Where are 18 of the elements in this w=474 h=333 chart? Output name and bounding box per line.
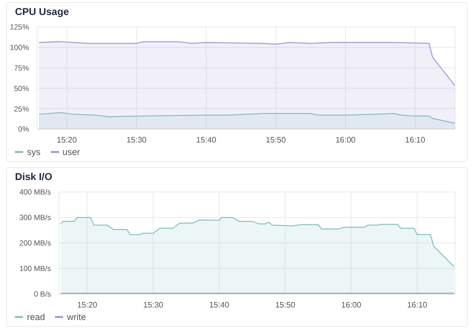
x-tick-label: 15:50 [266,136,286,145]
legend-label: write [66,312,86,322]
legend-label: user [62,147,80,157]
legend-label: sys [26,147,40,157]
x-tick-label: 15:40 [196,136,217,145]
x-tick-label: 16:10 [405,136,426,145]
x-tick-label: 16:00 [341,300,362,310]
x-tick-label: 15:50 [275,300,296,310]
x-tick-label: 15:30 [126,136,148,145]
x-tick-label: 15:20 [77,300,98,310]
legend-label: read [26,312,46,322]
chart-title: CPU Usage [14,6,70,20]
x-tick-label: 16:10 [407,300,428,310]
x-tick-label: 15:30 [143,300,164,310]
x-tick-label: 15:20 [56,136,78,145]
x-tick-label: 15:40 [209,300,230,310]
x-tick-label: 16:00 [335,136,356,145]
chart-title: Disk I/O [14,171,54,185]
